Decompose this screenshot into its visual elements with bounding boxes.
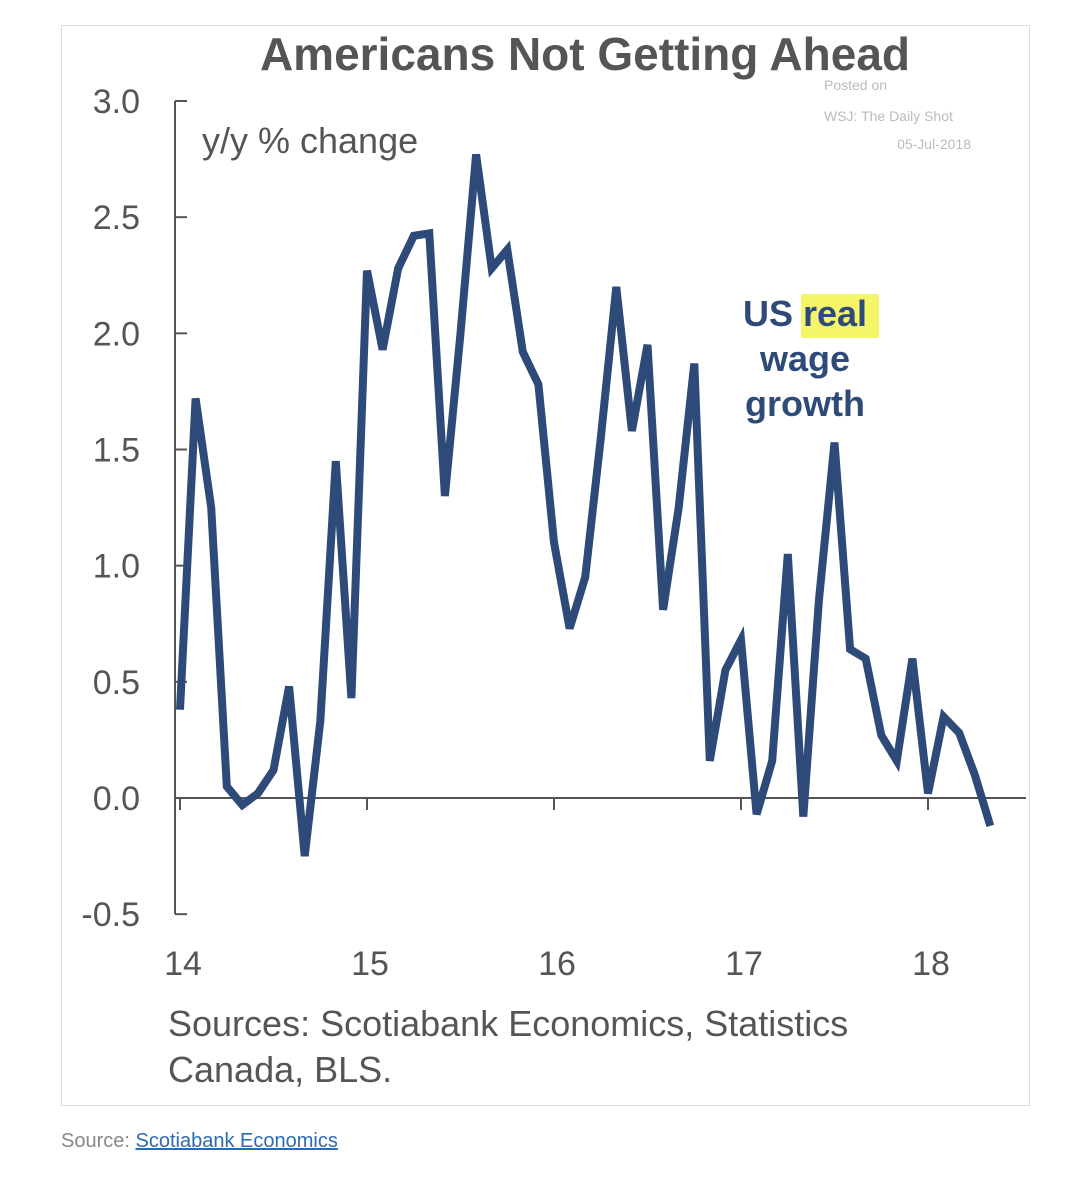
annotation: US real wage growth — [743, 293, 867, 424]
chart-title: Americans Not Getting Ahead — [260, 28, 910, 80]
svg-text:US real: US real — [743, 293, 867, 334]
watermark: Posted on WSJ: The Daily Shot 05-Jul-201… — [824, 77, 971, 152]
x-tick-label: 18 — [912, 945, 950, 983]
watermark-line1: Posted on — [824, 77, 887, 93]
y-tick-label: -0.5 — [81, 896, 140, 934]
watermark-line2: WSJ: The Daily Shot — [824, 108, 953, 124]
y-tick-label: 2.0 — [93, 315, 140, 353]
x-tick-label: 16 — [538, 945, 576, 983]
annotation-us: US — [743, 293, 793, 334]
y-tick-label: 0.0 — [93, 780, 140, 818]
footer-label: Source: — [61, 1130, 130, 1152]
footer: Source: Scotiabank Economics — [61, 1130, 338, 1153]
sources: Sources: Scotiabank Economics, Statistic… — [168, 1003, 848, 1090]
y-tick-label: 2.5 — [93, 199, 140, 237]
y-tick-label: 1.5 — [93, 432, 140, 470]
sources-line2: Canada, BLS. — [168, 1049, 392, 1090]
watermark-line3: 05-Jul-2018 — [897, 136, 971, 152]
y-tick-label: 1.0 — [93, 548, 140, 586]
annotation-real: real — [803, 293, 867, 334]
highlight — [801, 294, 879, 338]
sources-line1: Sources: Scotiabank Economics, Statistic… — [168, 1003, 848, 1044]
chart-frame — [61, 25, 1030, 1106]
x-tick-label: 14 — [164, 945, 202, 983]
y-tick-label: 0.5 — [93, 664, 140, 702]
series-line-real-wage-growth — [176, 153, 995, 857]
source-link[interactable]: Scotiabank Economics — [135, 1130, 338, 1152]
annotation-growth: growth — [745, 383, 865, 424]
y-axis-label: y/y % change — [202, 120, 418, 161]
annotation-wage: wage — [759, 338, 850, 379]
x-tick-label: 15 — [351, 945, 389, 983]
y-tick-label: 3.0 — [93, 83, 140, 121]
x-tick-label: 17 — [725, 945, 763, 983]
